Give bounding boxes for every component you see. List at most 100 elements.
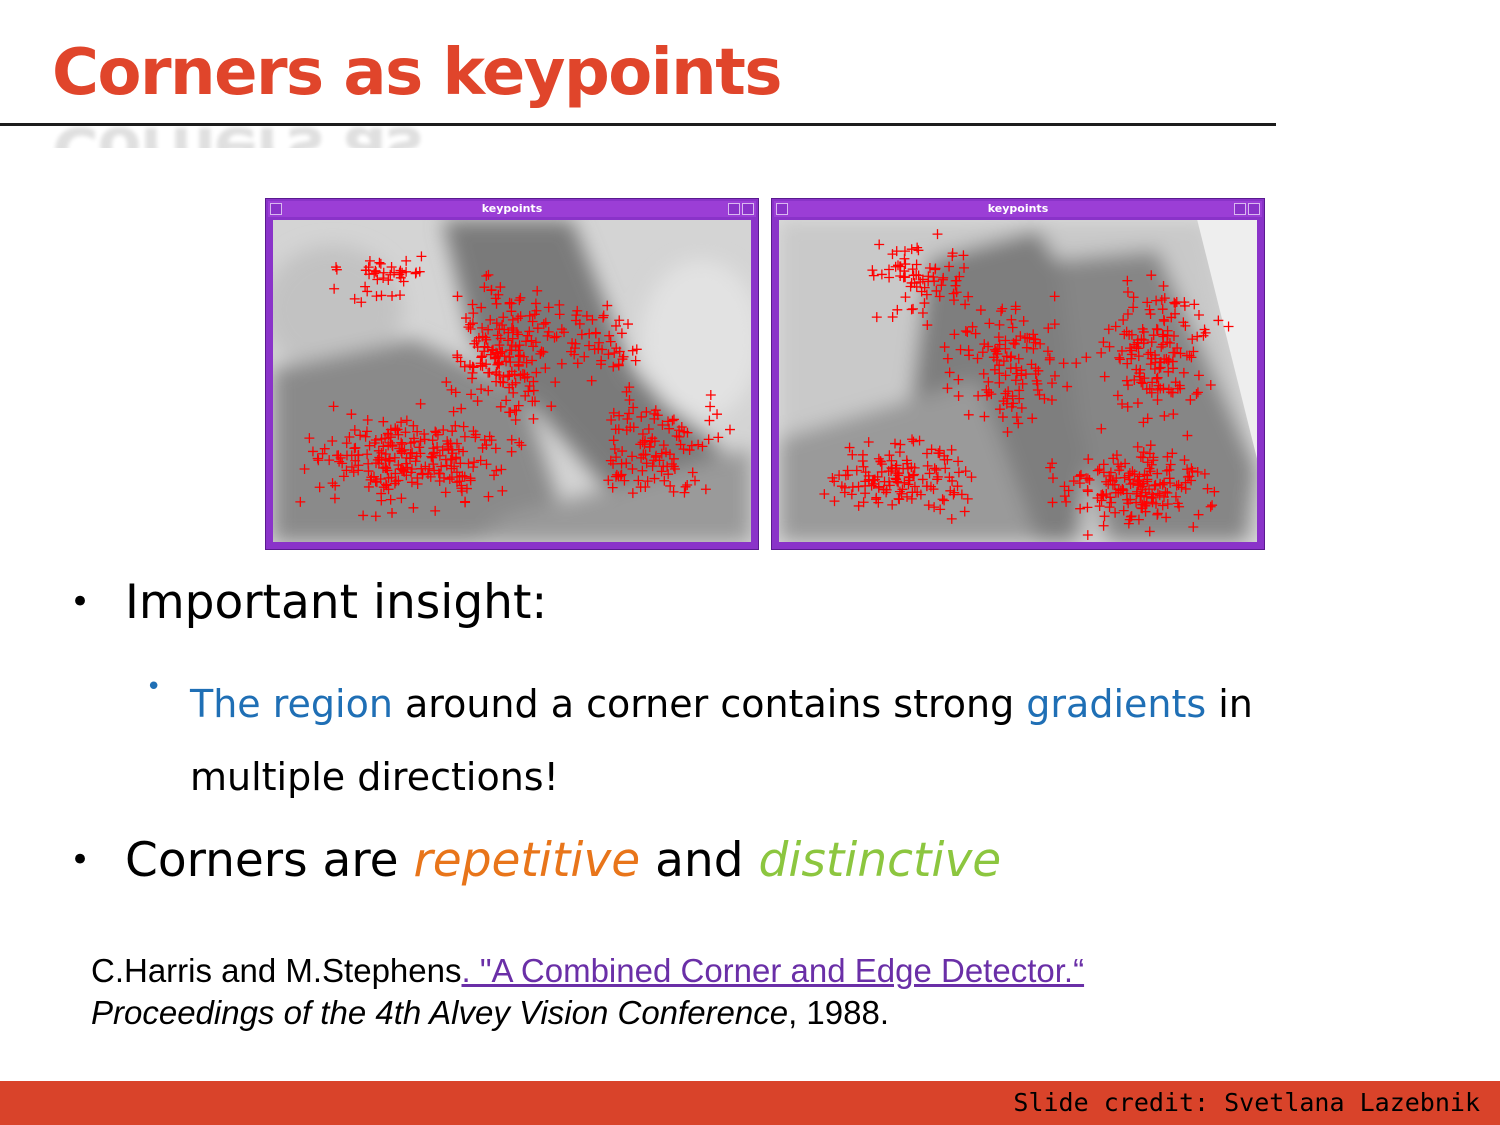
citation-year: , 1988. xyxy=(788,994,890,1031)
keypoint-marker xyxy=(860,476,871,487)
keypoint-marker xyxy=(529,396,540,407)
keypoint-marker xyxy=(908,436,919,447)
footer-bar: Slide credit: Svetlana Lazebnik xyxy=(0,1081,1500,1125)
keypoint-marker xyxy=(1122,275,1133,286)
window-titlebar: keypoints xyxy=(268,201,756,217)
keypoint-marker xyxy=(1122,287,1133,297)
keypoint-marker xyxy=(977,347,988,358)
keypoint-marker xyxy=(954,271,965,282)
keypoint-marker xyxy=(526,335,537,346)
keypoint-marker xyxy=(1122,401,1133,412)
keypoint-marker xyxy=(1133,514,1144,525)
keypoint-marker xyxy=(939,495,950,506)
keypoint-marker xyxy=(649,408,660,419)
keypoint-marker xyxy=(679,426,690,437)
keypoint-marker xyxy=(1010,375,1021,386)
keypoint-marker xyxy=(1187,466,1198,476)
keypoint-marker xyxy=(312,453,323,464)
keypoint-marker xyxy=(1139,373,1150,384)
keypoint-marker xyxy=(1068,476,1079,487)
keypoint-marker xyxy=(1173,479,1184,490)
keypoint-marker xyxy=(466,389,477,400)
keypoint-marker xyxy=(329,493,340,504)
keypoint-marker xyxy=(417,469,428,480)
keypoint-marker xyxy=(1169,347,1180,358)
keypoint-marker xyxy=(593,337,604,348)
keypoint-marker xyxy=(1146,459,1157,470)
keypoint-marker xyxy=(1158,314,1169,325)
keypoint-marker xyxy=(613,360,624,371)
keypoint-marker xyxy=(1081,352,1092,363)
keypoint-marker xyxy=(1133,351,1144,362)
keypoint-marker xyxy=(1059,491,1070,502)
image-texture xyxy=(779,220,1257,542)
keypoint-marker xyxy=(636,452,647,463)
keypoint-marker xyxy=(1148,330,1159,341)
window-maximize-icon[interactable] xyxy=(1248,203,1260,215)
keypoint-marker xyxy=(504,297,515,308)
keypoint-marker xyxy=(1140,500,1151,511)
keypoint-marker xyxy=(395,265,406,276)
keypoint-marker xyxy=(349,293,360,304)
keypoint-marker xyxy=(938,272,949,283)
keypoint-marker xyxy=(432,441,443,452)
keypoint-marker xyxy=(383,275,394,286)
keypoint-marker xyxy=(1125,479,1136,490)
window-menu-icon[interactable] xyxy=(270,203,282,215)
keypoint-marker xyxy=(916,286,927,297)
highlight-gradients: gradients xyxy=(1026,682,1207,726)
keypoint-marker xyxy=(669,464,680,474)
keypoint-marker xyxy=(556,358,567,369)
window-minimize-icon[interactable] xyxy=(1234,203,1246,215)
window-minimize-icon[interactable] xyxy=(728,203,740,215)
keypoint-marker xyxy=(1005,363,1016,374)
keypoint-marker xyxy=(908,303,919,314)
keypoint-marker xyxy=(515,370,526,381)
keypoint-marker xyxy=(892,468,903,479)
window-menu-icon[interactable] xyxy=(776,203,788,215)
keypoint-marker xyxy=(520,390,531,401)
keypoint-marker xyxy=(387,290,397,301)
keypoint-marker xyxy=(603,475,614,486)
keypoint-marker xyxy=(1168,409,1179,420)
keypoint-marker xyxy=(662,461,673,472)
keypoint-marker xyxy=(461,483,472,494)
keypoint-marker xyxy=(884,450,895,461)
keypoint-marker xyxy=(348,467,359,478)
keypoint-marker xyxy=(317,448,328,459)
citation-authors: C.Harris and M.Stephens xyxy=(91,952,462,989)
keypoint-marker xyxy=(671,430,682,441)
keypoint-marker xyxy=(587,314,598,325)
keypoint-marker xyxy=(489,470,499,481)
keypoint-marker xyxy=(614,410,625,421)
keypoint-marker xyxy=(380,479,391,490)
keypoint-marker xyxy=(1123,470,1134,481)
keypoint-marker xyxy=(447,426,458,437)
keypoint-marker xyxy=(551,331,562,342)
keypoint-marker xyxy=(1152,509,1163,520)
keypoint-marker xyxy=(433,468,444,479)
keypoint-marker xyxy=(1193,370,1204,381)
keypoint-marker xyxy=(338,471,349,482)
keypoint-marker xyxy=(1071,358,1082,369)
keypoint-marker xyxy=(449,461,460,472)
keypoint-marker xyxy=(950,280,961,291)
keypoint-marker xyxy=(868,270,879,281)
keypoint-marker xyxy=(911,259,922,270)
keypoint-marker xyxy=(960,299,971,310)
paper-link[interactable]: . "A Combined Corner and Edge Detector.“ xyxy=(461,952,1085,989)
keypoint-marker xyxy=(467,299,478,310)
window-maximize-icon[interactable] xyxy=(742,203,754,215)
keypoint-marker xyxy=(371,458,381,469)
keypoint-marker xyxy=(360,281,371,292)
sub-bullet-region: • The region around a corner contains st… xyxy=(146,668,1346,814)
keypoint-marker xyxy=(1202,483,1213,494)
keypoint-marker xyxy=(475,358,486,369)
keypoint-marker xyxy=(456,403,467,414)
keypoint-marker xyxy=(1123,518,1134,529)
keypoint-marker xyxy=(1035,338,1046,349)
keypoint-marker xyxy=(1074,471,1085,482)
keypoint-marker xyxy=(458,421,469,432)
keypoint-marker xyxy=(376,290,387,301)
keypoint-marker xyxy=(324,455,335,466)
